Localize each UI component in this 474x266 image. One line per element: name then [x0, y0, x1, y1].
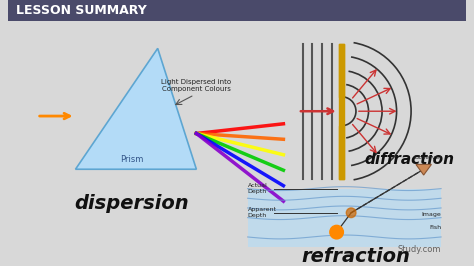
Text: Apparent
Depth: Apparent Depth — [247, 207, 277, 218]
Polygon shape — [75, 48, 196, 169]
Text: Light Dispersed into
Component Colours: Light Dispersed into Component Colours — [161, 79, 231, 92]
Text: diffraction: diffraction — [364, 152, 454, 167]
Text: Study.com: Study.com — [398, 245, 441, 254]
Circle shape — [330, 225, 343, 239]
Text: Actual
Depth: Actual Depth — [247, 183, 267, 194]
Text: Prism: Prism — [120, 155, 143, 164]
FancyBboxPatch shape — [247, 189, 441, 247]
Text: dispersion: dispersion — [74, 194, 189, 213]
Text: refraction: refraction — [301, 247, 410, 266]
Circle shape — [346, 208, 356, 218]
Text: Image: Image — [421, 212, 441, 217]
FancyBboxPatch shape — [8, 0, 466, 21]
Text: Observer: Observer — [414, 155, 443, 160]
Text: Fish: Fish — [429, 225, 441, 230]
Polygon shape — [416, 164, 431, 175]
Text: LESSON SUMMARY: LESSON SUMMARY — [16, 4, 146, 17]
